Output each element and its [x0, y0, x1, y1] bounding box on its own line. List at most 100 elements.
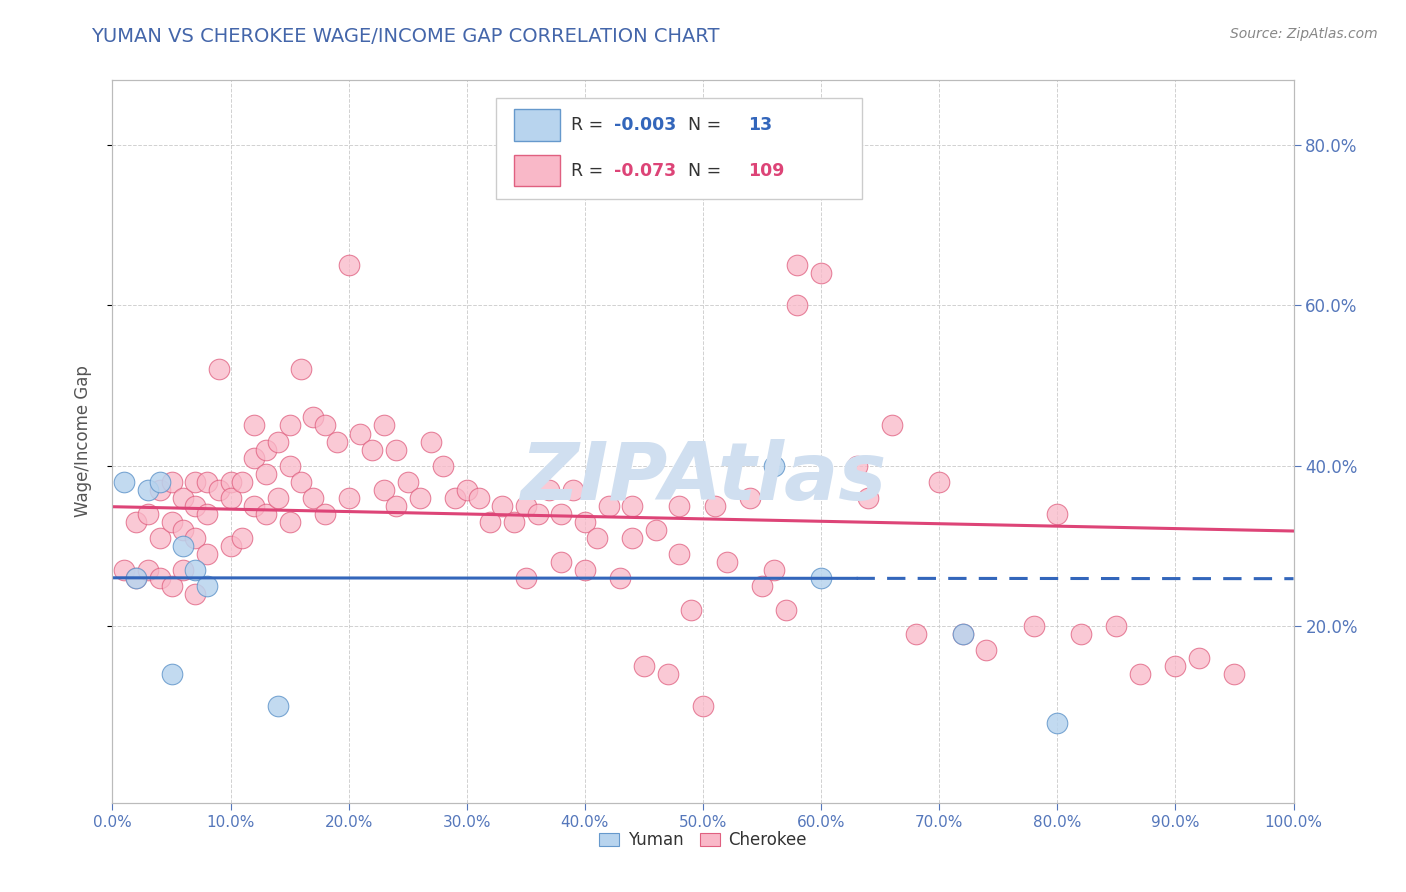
Point	[149, 571, 172, 585]
Point	[337, 491, 360, 505]
Text: Source: ZipAtlas.com: Source: ZipAtlas.com	[1230, 27, 1378, 41]
Point	[762, 563, 785, 577]
Point	[751, 579, 773, 593]
Point	[633, 659, 655, 673]
Point	[491, 499, 513, 513]
Point	[1046, 715, 1069, 730]
Point	[928, 475, 950, 489]
Point	[858, 491, 880, 505]
Text: -0.073: -0.073	[614, 161, 676, 179]
Point	[420, 434, 443, 449]
Point	[976, 643, 998, 657]
Point	[1129, 667, 1152, 681]
Point	[125, 571, 148, 585]
Point	[302, 491, 325, 505]
Point	[716, 555, 738, 569]
Text: 13: 13	[748, 116, 772, 134]
Point	[657, 667, 679, 681]
Point	[515, 571, 537, 585]
Point	[243, 418, 266, 433]
Point	[692, 699, 714, 714]
Point	[172, 523, 194, 537]
Point	[160, 515, 183, 529]
Point	[254, 507, 277, 521]
Point	[574, 515, 596, 529]
Point	[231, 531, 253, 545]
Point	[195, 507, 218, 521]
Point	[219, 539, 242, 553]
Point	[585, 531, 607, 545]
Point	[810, 266, 832, 280]
Point	[904, 627, 927, 641]
Point	[184, 563, 207, 577]
Point	[278, 458, 301, 473]
Point	[267, 491, 290, 505]
Point	[149, 531, 172, 545]
FancyBboxPatch shape	[496, 98, 862, 200]
Point	[172, 491, 194, 505]
Point	[598, 499, 620, 513]
Point	[408, 491, 430, 505]
Point	[681, 603, 703, 617]
Point	[952, 627, 974, 641]
Point	[538, 483, 561, 497]
Point	[184, 531, 207, 545]
Point	[219, 475, 242, 489]
Point	[810, 571, 832, 585]
Point	[314, 418, 336, 433]
Point	[112, 475, 135, 489]
Point	[195, 547, 218, 561]
Point	[184, 499, 207, 513]
Point	[326, 434, 349, 449]
Point	[786, 258, 808, 272]
Point	[337, 258, 360, 272]
Point	[373, 483, 395, 497]
Point	[621, 499, 644, 513]
Point	[208, 362, 231, 376]
Point	[160, 579, 183, 593]
Point	[243, 499, 266, 513]
Point	[361, 442, 384, 457]
Point	[254, 442, 277, 457]
Point	[278, 418, 301, 433]
Point	[621, 531, 644, 545]
Point	[1046, 507, 1069, 521]
Y-axis label: Wage/Income Gap: Wage/Income Gap	[73, 366, 91, 517]
Point	[786, 298, 808, 312]
Point	[479, 515, 502, 529]
Legend: Yuman, Cherokee: Yuman, Cherokee	[592, 824, 814, 856]
Point	[740, 491, 762, 505]
Point	[195, 579, 218, 593]
Point	[526, 507, 548, 521]
Point	[112, 563, 135, 577]
Text: N =: N =	[678, 161, 727, 179]
Text: 109: 109	[748, 161, 785, 179]
Point	[302, 410, 325, 425]
Point	[775, 603, 797, 617]
Point	[373, 418, 395, 433]
Point	[125, 515, 148, 529]
Point	[456, 483, 478, 497]
Point	[195, 475, 218, 489]
Point	[668, 499, 690, 513]
Point	[444, 491, 467, 505]
Text: R =: R =	[571, 116, 609, 134]
Point	[515, 499, 537, 513]
Point	[278, 515, 301, 529]
Point	[243, 450, 266, 465]
Point	[385, 499, 408, 513]
Text: YUMAN VS CHEROKEE WAGE/INCOME GAP CORRELATION CHART: YUMAN VS CHEROKEE WAGE/INCOME GAP CORREL…	[91, 27, 720, 45]
Point	[290, 475, 312, 489]
Text: R =: R =	[571, 161, 609, 179]
Point	[349, 426, 371, 441]
Text: N =: N =	[678, 116, 727, 134]
Point	[467, 491, 489, 505]
Point	[208, 483, 231, 497]
Point	[172, 563, 194, 577]
Point	[125, 571, 148, 585]
FancyBboxPatch shape	[515, 109, 560, 141]
Point	[609, 571, 631, 585]
Point	[574, 563, 596, 577]
Point	[644, 523, 666, 537]
Point	[385, 442, 408, 457]
